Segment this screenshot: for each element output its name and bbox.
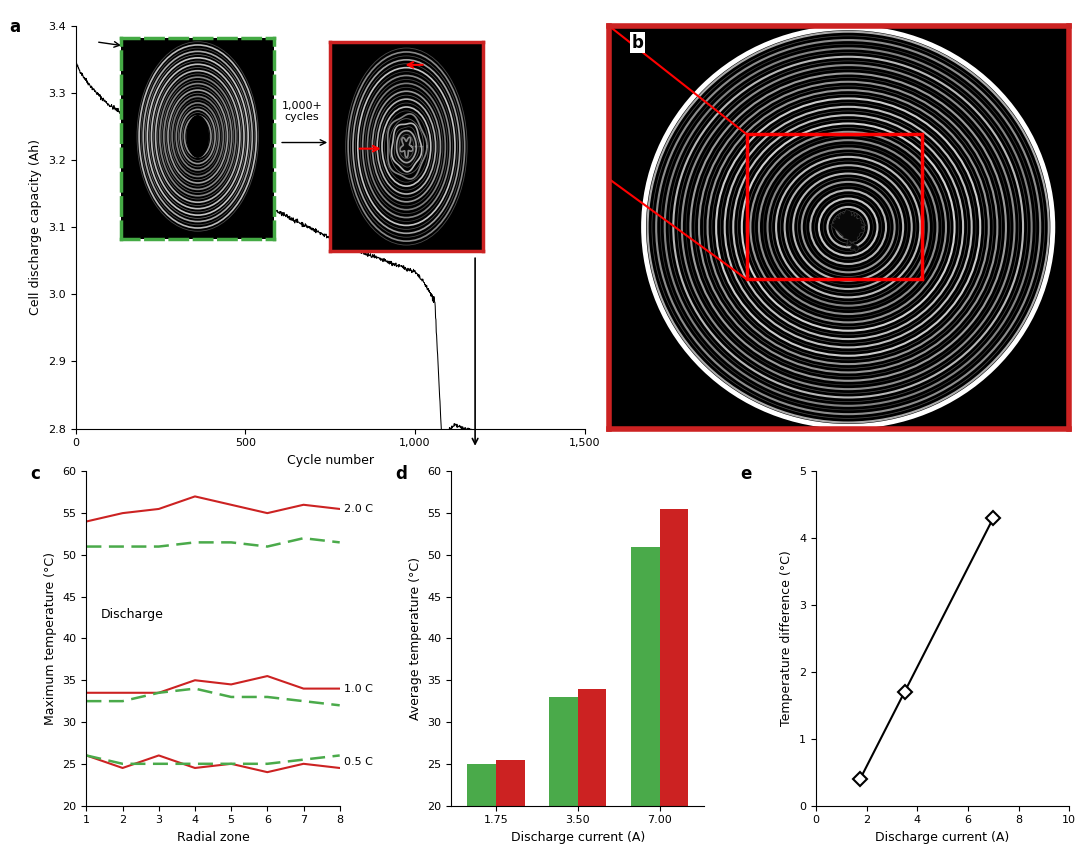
Bar	[660, 509, 688, 857]
Text: Discharge: Discharge	[100, 608, 164, 620]
Polygon shape	[831, 210, 866, 252]
X-axis label: Discharge current (A): Discharge current (A)	[511, 830, 645, 844]
Y-axis label: Average temperature (°C): Average temperature (°C)	[408, 557, 422, 720]
X-axis label: Radial zone: Radial zone	[177, 830, 249, 844]
Text: 0.5 C: 0.5 C	[345, 757, 373, 767]
Text: 2.0 C: 2.0 C	[345, 504, 373, 514]
Text: d: d	[395, 464, 407, 482]
Bar	[631, 547, 660, 857]
Y-axis label: Temperature difference (°C): Temperature difference (°C)	[781, 550, 794, 727]
X-axis label: Discharge current (A): Discharge current (A)	[876, 830, 1010, 844]
Bar	[496, 759, 525, 857]
Y-axis label: Cell discharge capacity (Ah): Cell discharge capacity (Ah)	[29, 139, 42, 315]
Bar	[578, 689, 606, 857]
Y-axis label: Maximum temperature (°C): Maximum temperature (°C)	[44, 552, 57, 725]
Text: a: a	[10, 18, 21, 36]
Bar	[468, 764, 496, 857]
Text: 1.0 C: 1.0 C	[345, 684, 373, 693]
Text: b: b	[632, 33, 644, 51]
Bar	[747, 135, 922, 279]
Bar	[550, 697, 578, 857]
Text: 1,000+
cycles: 1,000+ cycles	[282, 101, 323, 123]
Text: c: c	[30, 464, 41, 482]
X-axis label: Cycle number: Cycle number	[286, 453, 374, 467]
Text: e: e	[740, 464, 752, 482]
